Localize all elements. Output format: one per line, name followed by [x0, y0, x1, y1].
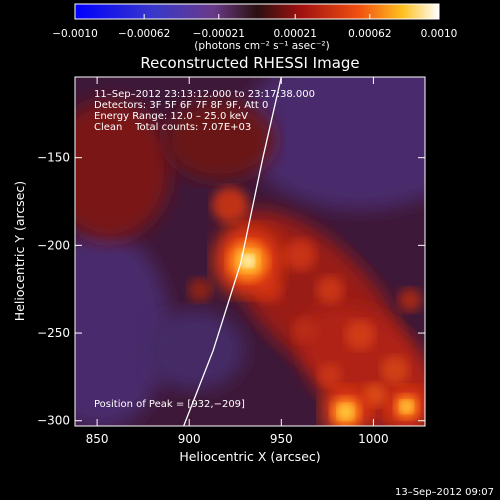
- source-peak: [214, 227, 283, 296]
- y-axis-label: Heliocentric Y (arcsec): [12, 181, 27, 321]
- y-tick-label: −200: [37, 238, 70, 252]
- blotch: [345, 320, 375, 350]
- blotch: [212, 187, 248, 223]
- source-peak: [321, 387, 371, 426]
- colorbar-tick-label: −0.00062: [118, 28, 170, 40]
- purple-region-center: [145, 310, 245, 390]
- source-core: [400, 400, 413, 414]
- source-peak: [386, 386, 425, 426]
- peak-position-label: Position of Peak = [932,−209]: [94, 399, 245, 410]
- heatmap-image: [75, 77, 425, 426]
- colorbar-tick-label: 0.0010: [421, 28, 458, 40]
- colorbar-tick-label: −0.00021: [193, 28, 245, 40]
- blotch: [318, 363, 342, 387]
- blotch: [188, 278, 212, 302]
- annotation-time: 11–Sep–2012 23:13:12.000 to 23:17:38.000: [94, 89, 315, 100]
- colorbar-units: (photons cm⁻² s⁻¹ asec⁻²): [194, 40, 329, 52]
- colorbar-tick-label: −0.0010: [52, 28, 98, 40]
- x-axis-label: Heliocentric X (arcsec): [179, 449, 320, 464]
- y-tick-label: −150: [37, 151, 70, 165]
- y-tick-label: −250: [37, 326, 70, 340]
- x-tick-label: 850: [86, 432, 109, 446]
- annotation-detectors: Detectors: 3F 5F 6F 7F 8F 9F, Att 0: [94, 100, 268, 111]
- chart-title: Reconstructed RHESSI Image: [140, 54, 359, 72]
- blotch: [292, 317, 318, 343]
- source-center: [242, 255, 255, 268]
- x-tick-label: 1000: [358, 432, 389, 446]
- colorbar-tick-label: 0.00062: [348, 28, 391, 40]
- annotation-counts: Clean Total counts: 7.07E+03: [94, 122, 251, 133]
- sources: [214, 227, 425, 426]
- x-tick-label: 900: [178, 432, 201, 446]
- blotch: [398, 288, 422, 312]
- red-region-upper-left: [75, 100, 170, 240]
- plot-frame: [74, 76, 426, 427]
- colorbar: [74, 3, 440, 20]
- blotch: [363, 383, 387, 407]
- y-tick-label: −300: [37, 414, 70, 428]
- blotch: [316, 276, 344, 304]
- y-axis-ticks: −150 −200 −250 −300: [37, 151, 425, 428]
- colorbar-tick-label: 0.00021: [274, 28, 317, 40]
- x-axis-ticks: 850 900 950 1000: [86, 77, 389, 446]
- purple-region-top-right: [240, 77, 425, 210]
- solar-limb-curve: [183, 77, 282, 426]
- source-core: [337, 404, 354, 420]
- blotch: [284, 239, 316, 271]
- footer-timestamp: 13–Sep–2012 09:07: [395, 487, 494, 498]
- red-region-top: [165, 100, 275, 180]
- x-tick-label: 950: [270, 432, 293, 446]
- annotation-energy: Energy Range: 12.0 – 25.0 keV: [94, 111, 248, 122]
- blotch: [381, 356, 409, 384]
- purple-region-left: [75, 230, 170, 426]
- colorbar-ticks: −0.0010 −0.00062 −0.00021 0.00021 0.00062 0.0…: [52, 14, 457, 40]
